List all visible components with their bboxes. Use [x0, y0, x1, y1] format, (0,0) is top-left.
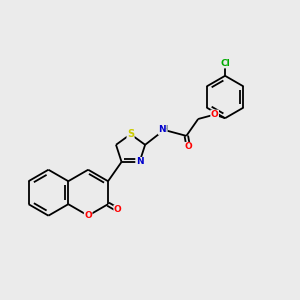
Text: Cl: Cl	[220, 59, 230, 68]
Text: H: H	[161, 125, 167, 134]
Text: O: O	[84, 211, 92, 220]
Text: O: O	[211, 110, 218, 119]
Text: O: O	[184, 142, 192, 152]
Text: N: N	[158, 125, 166, 134]
Text: N: N	[136, 158, 143, 166]
Text: S: S	[127, 129, 134, 139]
Text: O: O	[114, 205, 122, 214]
